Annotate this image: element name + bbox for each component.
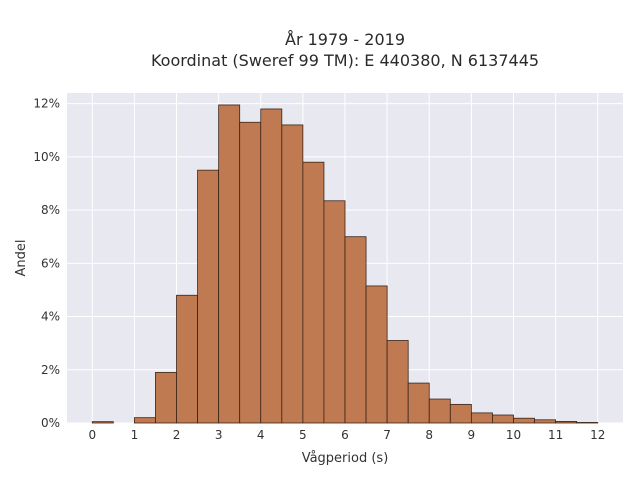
histogram-bar <box>218 104 241 424</box>
histogram-bar <box>260 108 283 424</box>
x-tick-label: 8 <box>425 428 433 442</box>
histogram-bar <box>407 382 430 424</box>
chart-title-line2: Koordinat (Sweref 99 TM): E 440380, N 61… <box>151 51 539 70</box>
x-axis-ticks: 0 1 2 3 4 5 6 7 8 9 10 11 12 <box>88 428 605 442</box>
x-tick-label: 6 <box>341 428 349 442</box>
chart-title-line1: År 1979 - 2019 <box>285 30 405 49</box>
bars <box>91 104 599 424</box>
x-tick-label: 9 <box>468 428 476 442</box>
histogram-bar <box>281 124 304 424</box>
x-tick-label: 4 <box>257 428 265 442</box>
y-tick-label: 6% <box>41 256 60 270</box>
x-tick-label: 10 <box>506 428 521 442</box>
histogram-bar <box>239 121 262 424</box>
histogram-bar <box>386 340 409 424</box>
histogram-bar <box>449 403 472 424</box>
y-tick-label: 8% <box>41 203 60 217</box>
histogram-bar <box>470 412 493 424</box>
x-tick-label: 11 <box>548 428 563 442</box>
histogram-bar <box>576 422 599 424</box>
y-tick-label: 12% <box>33 97 60 111</box>
histogram-bar <box>428 398 451 424</box>
histogram-bar <box>492 414 514 424</box>
x-tick-label: 0 <box>88 428 96 442</box>
y-tick-label: 4% <box>41 310 60 324</box>
x-tick-label: 5 <box>299 428 307 442</box>
y-tick-label: 10% <box>33 150 60 164</box>
histogram-bar <box>534 419 557 424</box>
histogram-bar <box>91 421 114 424</box>
x-axis-label: Vågperiod (s) <box>302 451 389 466</box>
x-tick-label: 12 <box>590 428 605 442</box>
histogram-bar <box>302 161 325 424</box>
x-tick-label: 1 <box>131 428 139 442</box>
x-tick-label: 2 <box>173 428 181 442</box>
y-tick-label: 0% <box>41 416 60 430</box>
y-tick-label: 2% <box>41 363 60 377</box>
histogram-bar <box>344 236 367 424</box>
histogram-bar <box>197 169 220 424</box>
histogram-bar <box>365 285 388 424</box>
y-axis-label: Andel <box>14 240 29 277</box>
histogram-bar <box>555 421 578 424</box>
y-axis-ticks: 0% 2% 4% 6% 8% 10% 12% <box>33 97 60 430</box>
histogram-bar <box>513 417 535 424</box>
histogram-bar <box>155 372 177 424</box>
x-tick-label: 7 <box>383 428 391 442</box>
histogram-bar <box>323 200 346 424</box>
x-tick-label: 3 <box>215 428 223 442</box>
histogram-bar <box>133 417 156 424</box>
histogram-bar <box>176 294 198 424</box>
